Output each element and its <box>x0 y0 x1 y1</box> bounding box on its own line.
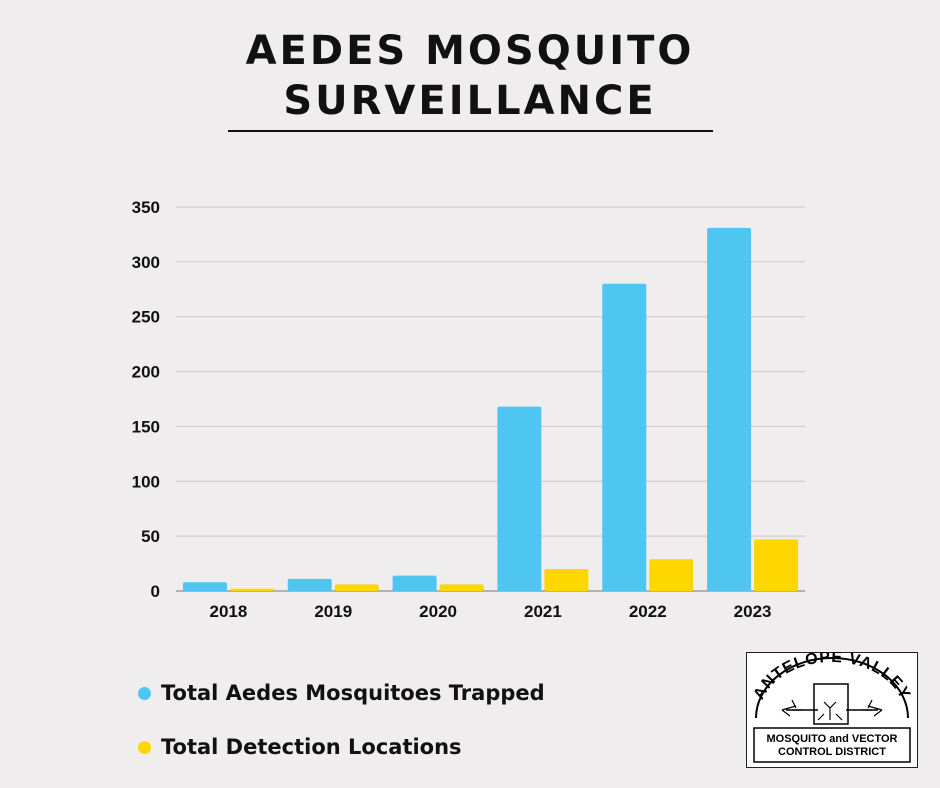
x-tick-label: 2020 <box>419 602 457 621</box>
y-tick-label: 250 <box>132 308 160 327</box>
legend-label-trapped: Total Aedes Mosquitoes Trapped <box>161 681 545 705</box>
y-tick-label: 0 <box>151 582 160 601</box>
x-tick-label: 2019 <box>314 602 352 621</box>
x-tick-label: 2023 <box>734 602 772 621</box>
logo-line-1: MOSQUITO and VECTOR <box>766 733 898 745</box>
title-line-1: AEDES MOSQUITO <box>245 28 695 74</box>
x-tick-label: 2021 <box>524 602 562 621</box>
bar-locations-2023 <box>754 539 799 591</box>
district-logo: ANTELOPE VALLEY MOSQUITO and VECTOR CONT… <box>746 652 918 768</box>
legend-item-locations: Total Detection Locations <box>138 735 462 759</box>
x-tick-label: 2022 <box>629 602 667 621</box>
bar-trapped-2019 <box>287 578 332 591</box>
title-underline <box>228 130 713 132</box>
bar-trapped-2023 <box>707 227 752 592</box>
y-tick-label: 100 <box>132 472 160 491</box>
title-line-2: SURVEILLANCE <box>283 78 657 124</box>
legend-dot-blue <box>138 686 151 700</box>
bar-trapped-2021 <box>497 406 542 591</box>
chart-title: AEDES MOSQUITO SURVEILLANCE <box>0 26 940 126</box>
bar-locations-2019 <box>334 584 379 591</box>
bar-trapped-2018 <box>182 582 227 591</box>
bar-trapped-2020 <box>392 575 437 591</box>
bar-locations-2021 <box>544 569 589 591</box>
y-tick-label: 50 <box>141 527 160 546</box>
gridlines <box>176 206 805 592</box>
bars <box>182 227 799 592</box>
logo-emblem: ANTELOPE VALLEY <box>751 652 912 763</box>
bar-locations-2022 <box>649 559 694 591</box>
mosquito-icon <box>781 699 883 721</box>
y-tick-label: 150 <box>132 417 160 436</box>
bar-locations-2020 <box>439 584 484 591</box>
y-tick-label: 300 <box>132 253 160 272</box>
legend-dot-yellow <box>138 740 151 754</box>
legend-label-locations: Total Detection Locations <box>161 735 462 759</box>
x-tick-label: 2018 <box>210 602 248 621</box>
logo-line-2: CONTROL DISTRICT <box>778 746 886 758</box>
y-tick-label: 200 <box>132 363 160 382</box>
y-axis-ticks: 0 50 100 150 200 250 300 350 <box>132 198 160 601</box>
bar-locations-2018 <box>229 588 274 591</box>
bar-trapped-2022 <box>602 283 647 591</box>
x-axis-ticks: 2018 2019 2020 2021 2022 2023 <box>210 602 772 621</box>
legend-item-trapped: Total Aedes Mosquitoes Trapped <box>138 681 545 705</box>
y-tick-label: 350 <box>132 198 160 217</box>
